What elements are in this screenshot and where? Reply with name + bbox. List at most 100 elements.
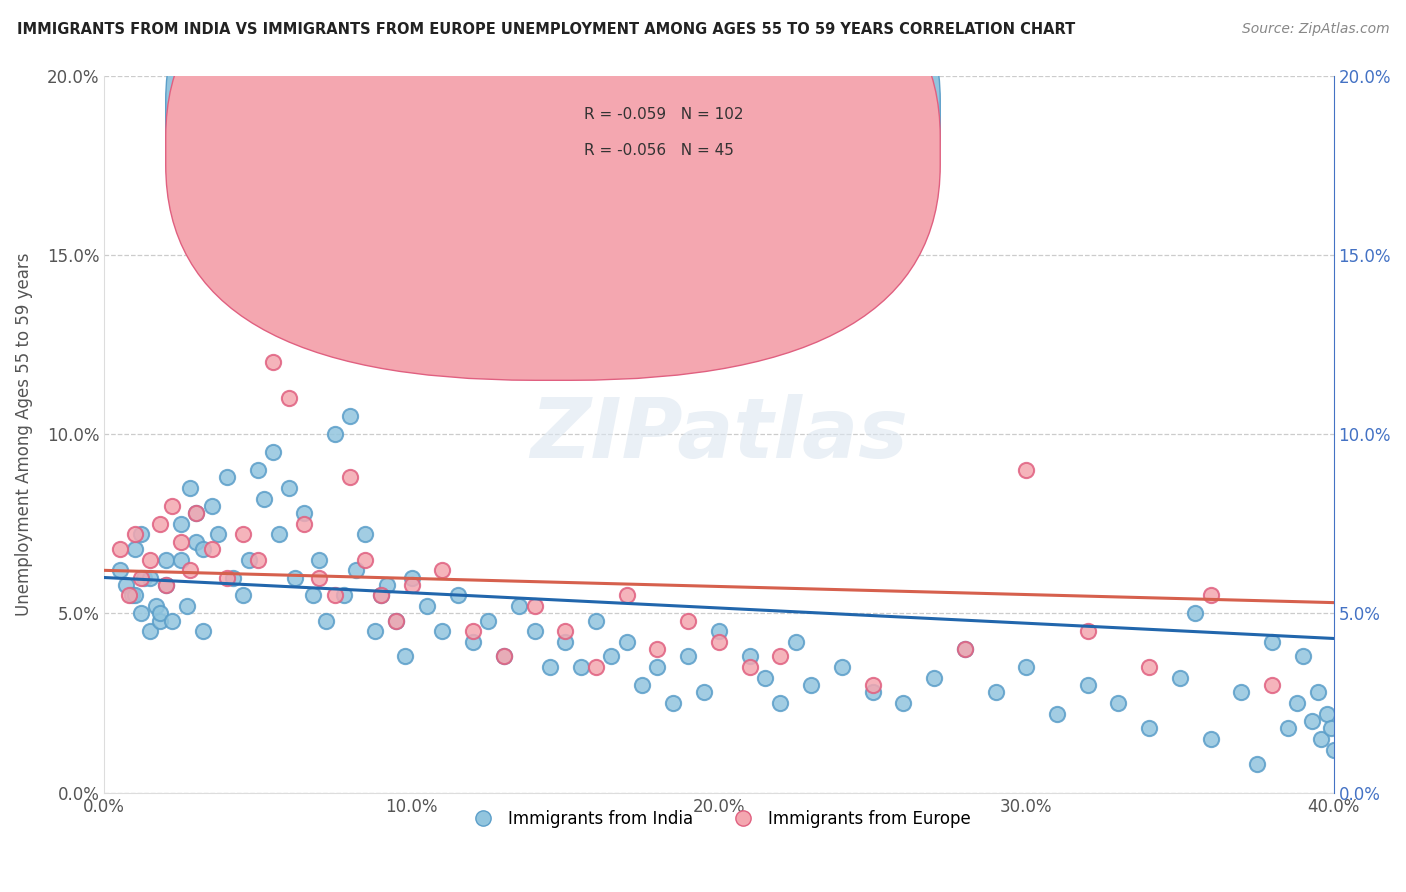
Point	[1184, 607, 1206, 621]
Point	[569, 660, 592, 674]
Point	[344, 563, 367, 577]
Point	[186, 506, 208, 520]
Point	[401, 570, 423, 584]
Point	[785, 635, 807, 649]
Point	[676, 649, 699, 664]
Point	[134, 570, 156, 584]
Point	[207, 527, 229, 541]
Point	[922, 671, 945, 685]
Point	[538, 660, 561, 674]
Point	[707, 624, 730, 639]
Point	[1319, 721, 1341, 735]
Point	[179, 563, 201, 577]
Point	[1301, 714, 1323, 728]
Text: R = -0.056   N = 45: R = -0.056 N = 45	[583, 144, 734, 158]
Point	[523, 599, 546, 614]
Point	[692, 685, 714, 699]
Point	[1292, 649, 1315, 664]
Point	[1077, 678, 1099, 692]
Point	[492, 649, 515, 664]
Point	[1310, 731, 1333, 746]
Point	[461, 624, 484, 639]
Point	[738, 649, 761, 664]
Point	[370, 589, 392, 603]
Point	[738, 660, 761, 674]
Point	[191, 624, 214, 639]
Point	[170, 534, 193, 549]
Text: Source: ZipAtlas.com: Source: ZipAtlas.com	[1241, 22, 1389, 37]
Point	[385, 614, 408, 628]
Point	[323, 427, 346, 442]
Point	[769, 649, 792, 664]
Point	[179, 481, 201, 495]
Point	[1316, 706, 1339, 721]
Point	[148, 614, 170, 628]
Point	[1137, 660, 1160, 674]
Point	[269, 527, 291, 541]
Point	[308, 570, 330, 584]
Point	[662, 696, 685, 710]
Point	[238, 552, 260, 566]
Point	[631, 678, 654, 692]
Point	[308, 552, 330, 566]
Point	[246, 552, 269, 566]
Point	[1046, 706, 1069, 721]
Point	[1261, 678, 1284, 692]
FancyBboxPatch shape	[510, 83, 866, 183]
Point	[124, 541, 146, 556]
Point	[1137, 721, 1160, 735]
Point	[201, 541, 224, 556]
Point	[139, 552, 162, 566]
Point	[323, 589, 346, 603]
Text: R = -0.059   N = 102: R = -0.059 N = 102	[583, 107, 744, 122]
Point	[1077, 624, 1099, 639]
Point	[984, 685, 1007, 699]
FancyBboxPatch shape	[166, 0, 941, 344]
Point	[401, 577, 423, 591]
Point	[447, 589, 470, 603]
Point	[354, 552, 377, 566]
Point	[891, 696, 914, 710]
Point	[800, 678, 823, 692]
Point	[492, 649, 515, 664]
Point	[232, 527, 254, 541]
Point	[754, 671, 776, 685]
Point	[160, 499, 183, 513]
Text: IMMIGRANTS FROM INDIA VS IMMIGRANTS FROM EUROPE UNEMPLOYMENT AMONG AGES 55 TO 59: IMMIGRANTS FROM INDIA VS IMMIGRANTS FROM…	[17, 22, 1076, 37]
Point	[148, 516, 170, 531]
Point	[432, 624, 454, 639]
Point	[647, 642, 669, 657]
Y-axis label: Unemployment Among Ages 55 to 59 years: Unemployment Among Ages 55 to 59 years	[15, 252, 32, 615]
Point	[616, 589, 638, 603]
Point	[155, 552, 177, 566]
Point	[616, 635, 638, 649]
Point	[1277, 721, 1299, 735]
Point	[129, 607, 152, 621]
Point	[186, 506, 208, 520]
Point	[1015, 463, 1038, 477]
Point	[139, 624, 162, 639]
Point	[364, 624, 387, 639]
Point	[333, 589, 356, 603]
Point	[831, 660, 853, 674]
Point	[375, 577, 398, 591]
Point	[108, 563, 131, 577]
Point	[416, 599, 439, 614]
Point	[339, 409, 361, 424]
Point	[124, 527, 146, 541]
Point	[1261, 635, 1284, 649]
Legend: Immigrants from India, Immigrants from Europe: Immigrants from India, Immigrants from E…	[460, 803, 979, 835]
Point	[191, 541, 214, 556]
Point	[129, 527, 152, 541]
Point	[523, 624, 546, 639]
Point	[277, 481, 299, 495]
Point	[600, 649, 623, 664]
Point	[124, 589, 146, 603]
Point	[800, 211, 823, 226]
Point	[292, 506, 315, 520]
Point	[585, 660, 607, 674]
Point	[1323, 742, 1346, 756]
Point	[1230, 685, 1253, 699]
Point	[1246, 756, 1268, 771]
Point	[277, 391, 299, 405]
